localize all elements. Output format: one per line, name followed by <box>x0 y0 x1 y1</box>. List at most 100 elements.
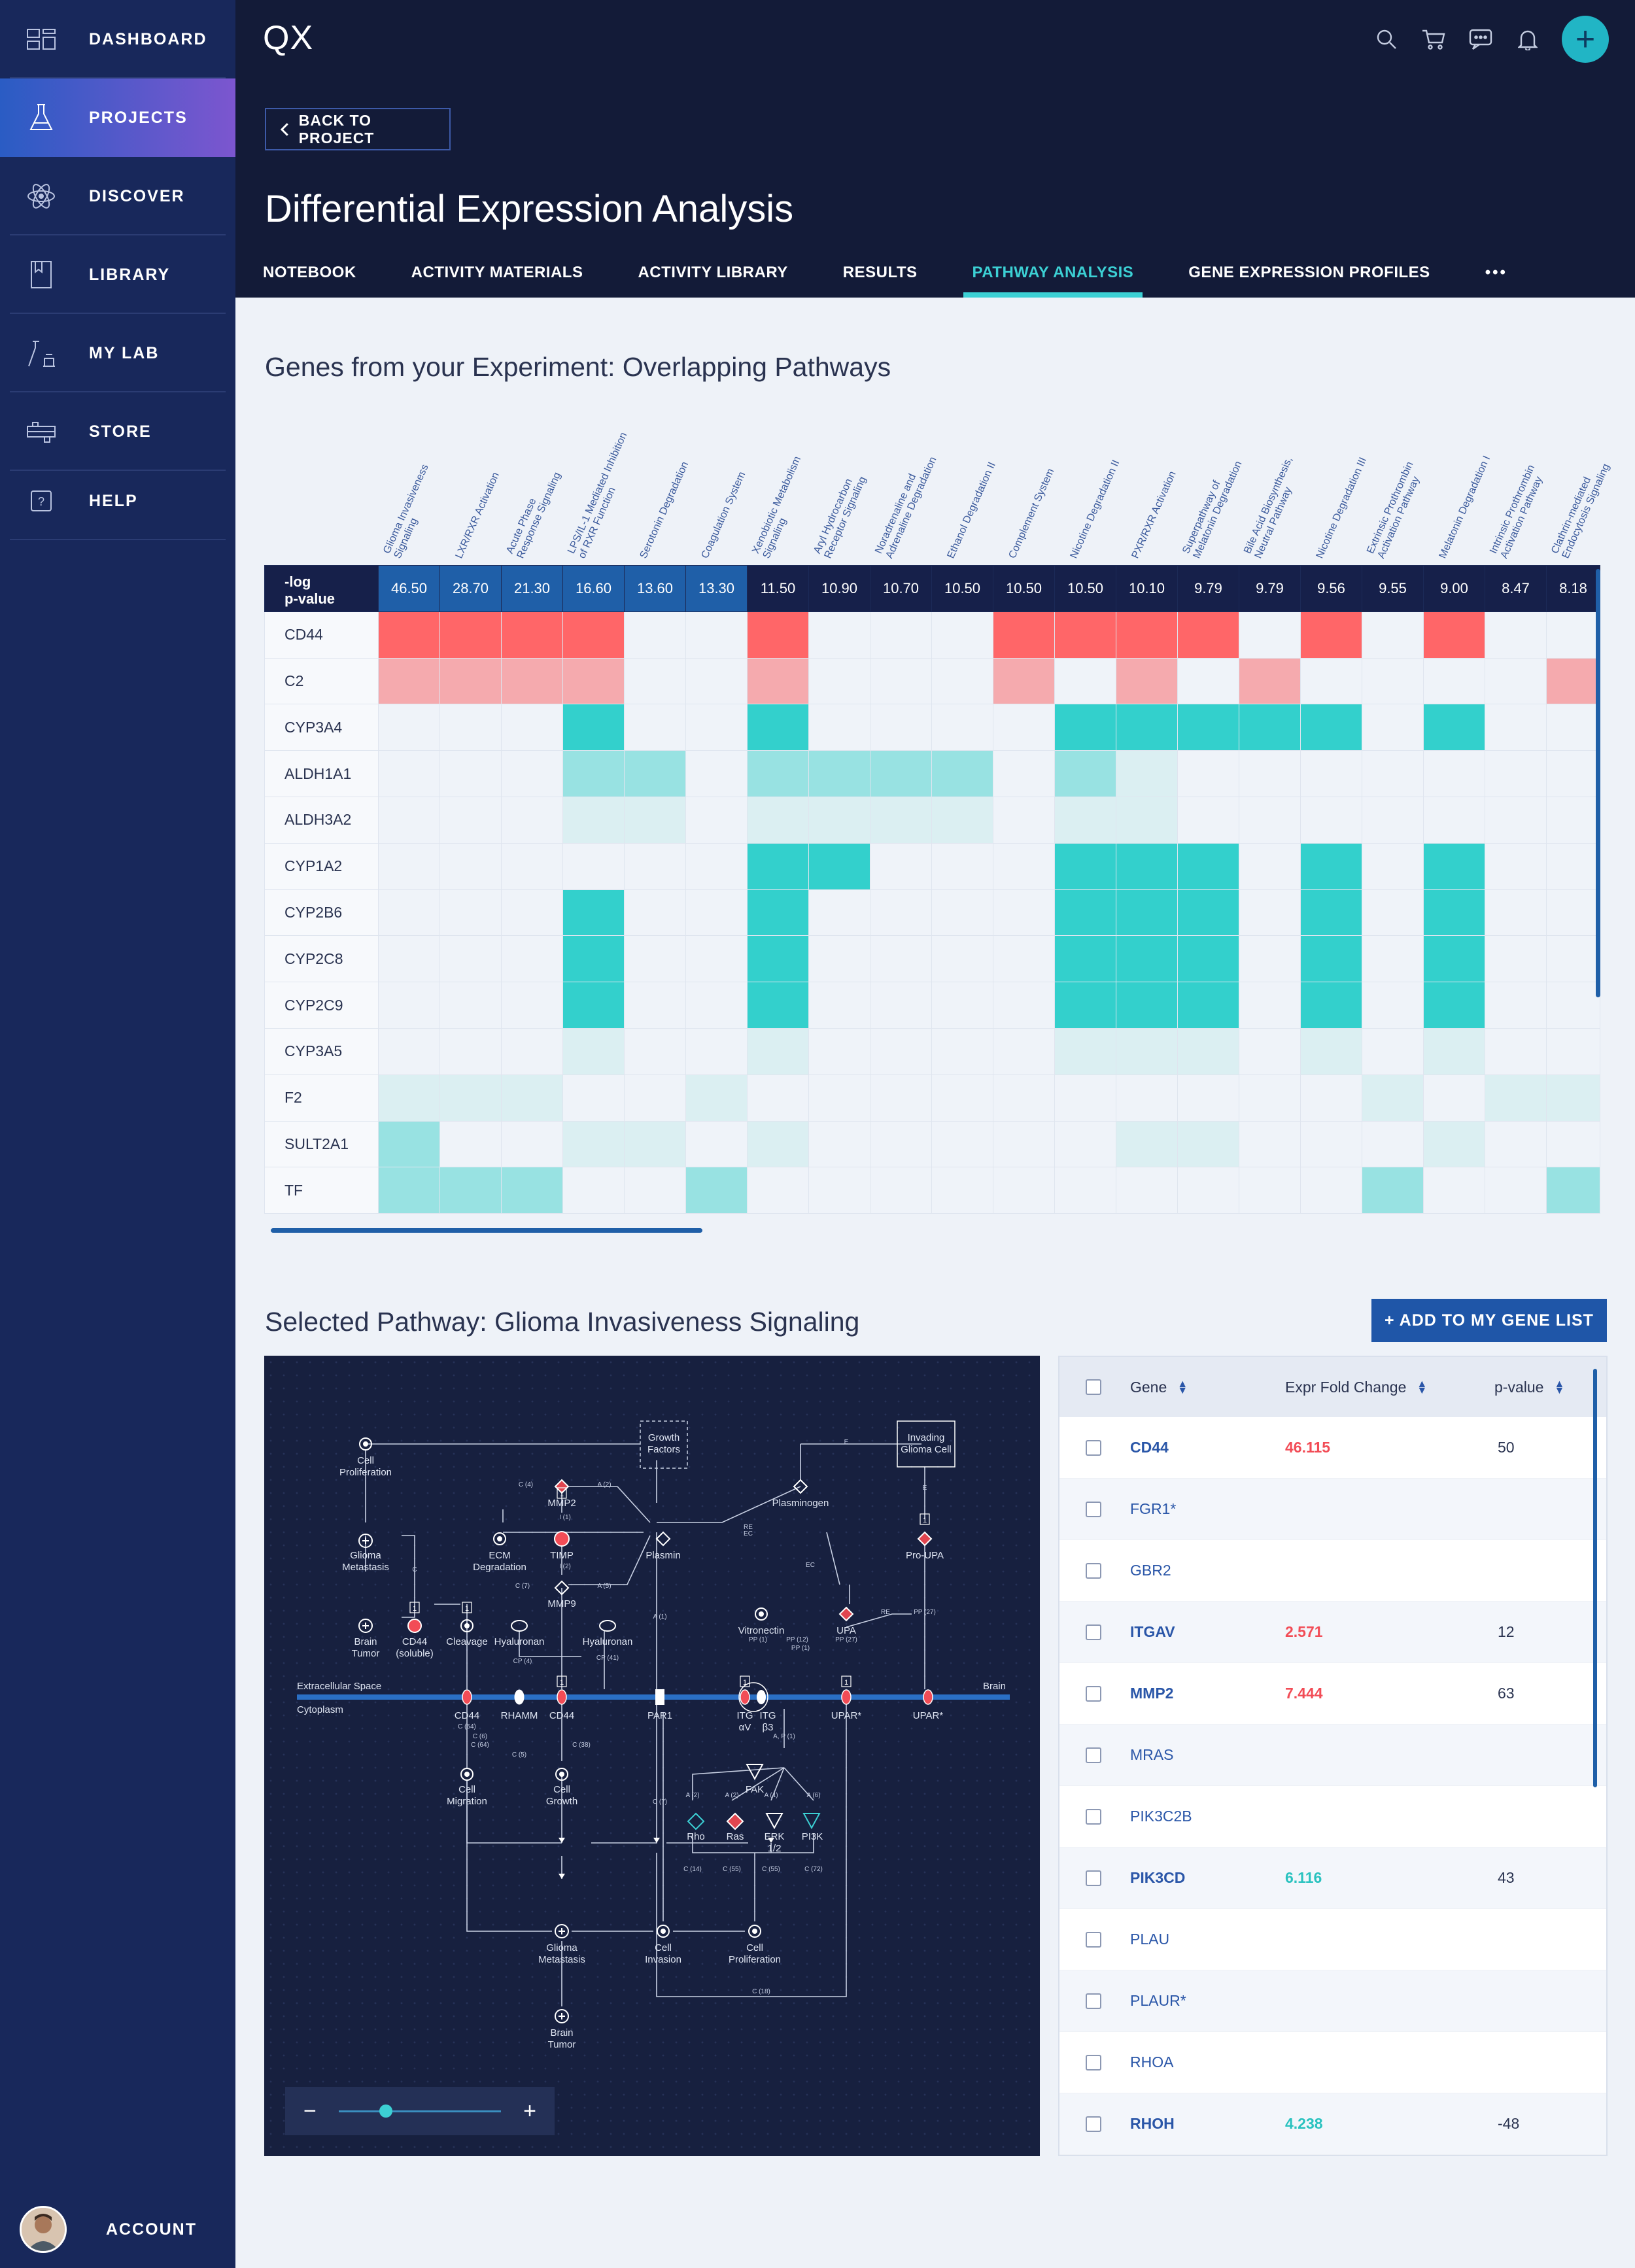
row-checkbox[interactable] <box>1086 1439 1101 1456</box>
heatmap-cell[interactable] <box>562 750 625 797</box>
heatmap-cell[interactable] <box>378 1167 440 1214</box>
pvalue-cell[interactable]: 8.18 <box>1546 565 1600 612</box>
row-checkbox[interactable] <box>1086 2054 1101 2070</box>
heatmap-cell[interactable] <box>685 842 748 890</box>
heatmap-cell[interactable] <box>747 982 809 1029</box>
heatmap-cell[interactable] <box>808 1120 870 1168</box>
pathway-label[interactable]: Noradrenaline and Adrenaline Degradation <box>873 455 939 560</box>
heatmap-cell[interactable] <box>378 657 440 705</box>
heatmap-cell[interactable] <box>931 1167 993 1214</box>
heatmap-cell[interactable] <box>931 889 993 936</box>
pvalue-cell[interactable]: 10.10 <box>1116 565 1178 612</box>
heatmap-cell[interactable] <box>870 611 932 659</box>
heatmap-cell[interactable] <box>747 1120 809 1168</box>
heatmap-cell[interactable] <box>1116 935 1178 983</box>
gene-table-row[interactable]: RHOA <box>1059 2032 1606 2093</box>
heatmap-cell[interactable] <box>870 657 932 705</box>
heatmap-cell[interactable] <box>1239 611 1301 659</box>
heatmap-cell[interactable] <box>1485 1120 1547 1168</box>
heatmap-cell[interactable] <box>1239 704 1301 751</box>
sidebar-item-my-lab[interactable]: MY LAB <box>0 314 235 392</box>
heatmap-cell[interactable] <box>1546 1074 1600 1122</box>
heatmap-cell[interactable] <box>1300 796 1362 844</box>
tab-activity-library[interactable]: ACTIVITY LIBRARY <box>638 264 788 281</box>
row-checkbox[interactable] <box>1086 1993 1101 2009</box>
heatmap-cell[interactable] <box>1116 796 1178 844</box>
pvalue-cell[interactable]: 11.50 <box>747 565 809 612</box>
heatmap-cell[interactable] <box>1054 842 1116 890</box>
heatmap-cell[interactable] <box>1300 1120 1362 1168</box>
heatmap-cell[interactable] <box>439 796 502 844</box>
heatmap-cell[interactable] <box>1362 1120 1424 1168</box>
heatmap-cell[interactable] <box>1054 796 1116 844</box>
heatmap-cell[interactable] <box>439 704 502 751</box>
heatmap-cell[interactable] <box>808 1027 870 1075</box>
heatmap-cell[interactable] <box>993 1167 1055 1214</box>
gene-name-link[interactable]: PIK3CD <box>1130 1869 1186 1886</box>
heatmap-cell[interactable] <box>685 796 748 844</box>
heatmap-cell[interactable] <box>870 704 932 751</box>
heatmap-cell[interactable] <box>1239 889 1301 936</box>
heatmap-cell[interactable] <box>747 935 809 983</box>
heatmap-cell[interactable] <box>1362 1074 1424 1122</box>
heatmap-cell[interactable] <box>1116 704 1178 751</box>
heatmap-cell[interactable] <box>685 1120 748 1168</box>
heatmap-cell[interactable] <box>808 935 870 983</box>
tab-pathway-analysis[interactable]: PATHWAY ANALYSIS <box>963 258 1143 298</box>
heatmap-cell[interactable] <box>1054 657 1116 705</box>
heatmap-cell[interactable] <box>1239 750 1301 797</box>
heatmap-cell[interactable] <box>870 796 932 844</box>
heatmap-cell[interactable] <box>931 657 993 705</box>
pathway-label[interactable]: Bile Acid Biosynthesis, Neutral Pathway <box>1242 455 1295 560</box>
pvalue-cell[interactable]: 9.79 <box>1239 565 1301 612</box>
heatmap-cell[interactable] <box>1239 1120 1301 1168</box>
pathway-label[interactable]: Extrinsic Prothrombin Activation Pathway <box>1365 460 1422 560</box>
pathway-label[interactable]: Intrinsic Prothrombin Activation Pathway <box>1488 463 1545 560</box>
heatmap-cell[interactable] <box>378 796 440 844</box>
heatmap-cell[interactable] <box>1423 704 1485 751</box>
row-checkbox[interactable] <box>1086 1685 1101 1702</box>
heatmap-cell[interactable] <box>808 1167 870 1214</box>
heatmap-cell[interactable] <box>439 1120 502 1168</box>
heatmap-cell[interactable] <box>1362 889 1424 936</box>
heatmap-cell[interactable] <box>1116 1120 1178 1168</box>
heatmap-cell[interactable] <box>1116 1167 1178 1214</box>
heatmap-cell[interactable] <box>439 842 502 890</box>
heatmap-cell[interactable] <box>747 657 809 705</box>
pathway-label[interactable]: Aryl Hydrocarbon Receptor Signaling <box>812 475 869 560</box>
heatmap-cell[interactable] <box>1546 1167 1600 1214</box>
heatmap-cell[interactable] <box>1300 1074 1362 1122</box>
heatmap-cell[interactable] <box>1116 889 1178 936</box>
heatmap-cell[interactable] <box>870 889 932 936</box>
heatmap-cell[interactable] <box>870 750 932 797</box>
pvalue-cell[interactable]: 13.30 <box>685 565 748 612</box>
gene-table-row[interactable]: CD44 46.115 50 <box>1059 1417 1606 1479</box>
heatmap-cell[interactable] <box>1546 750 1600 797</box>
heatmap-cell[interactable] <box>378 1074 440 1122</box>
back-to-project-button[interactable]: BACK TO PROJECT <box>265 108 451 150</box>
heatmap-cell[interactable] <box>993 704 1055 751</box>
gene-name-link[interactable]: PLAUR* <box>1130 1992 1186 2009</box>
heatmap-cell[interactable] <box>1485 750 1547 797</box>
heatmap-cell[interactable] <box>1423 1120 1485 1168</box>
row-checkbox[interactable] <box>1086 1501 1101 1517</box>
heatmap-cell[interactable] <box>1362 842 1424 890</box>
heatmap-cell[interactable] <box>870 1074 932 1122</box>
heatmap-cell[interactable] <box>1423 1167 1485 1214</box>
account-item[interactable]: ACCOUNT <box>0 2191 235 2268</box>
zoom-slider[interactable] <box>338 2104 502 2118</box>
heatmap-cell[interactable] <box>624 704 686 751</box>
gene-table-row[interactable]: MMP2 7.444 63 <box>1059 1663 1606 1725</box>
heatmap-cell[interactable] <box>1116 750 1178 797</box>
cart-icon[interactable] <box>1420 26 1447 52</box>
pvalue-cell[interactable]: 8.47 <box>1485 565 1547 612</box>
heatmap-cell[interactable] <box>439 982 502 1029</box>
pvalue-cell[interactable]: 16.60 <box>562 565 625 612</box>
heatmap-cell[interactable] <box>624 750 686 797</box>
heatmap-cell[interactable] <box>501 704 563 751</box>
pathway-label[interactable]: Complement System <box>1007 467 1057 560</box>
heatmap-cell[interactable] <box>1300 889 1362 936</box>
heatmap-cell[interactable] <box>624 982 686 1029</box>
pathway-label[interactable]: Ethanol Degradation II <box>945 460 998 560</box>
heatmap-cell[interactable] <box>685 982 748 1029</box>
